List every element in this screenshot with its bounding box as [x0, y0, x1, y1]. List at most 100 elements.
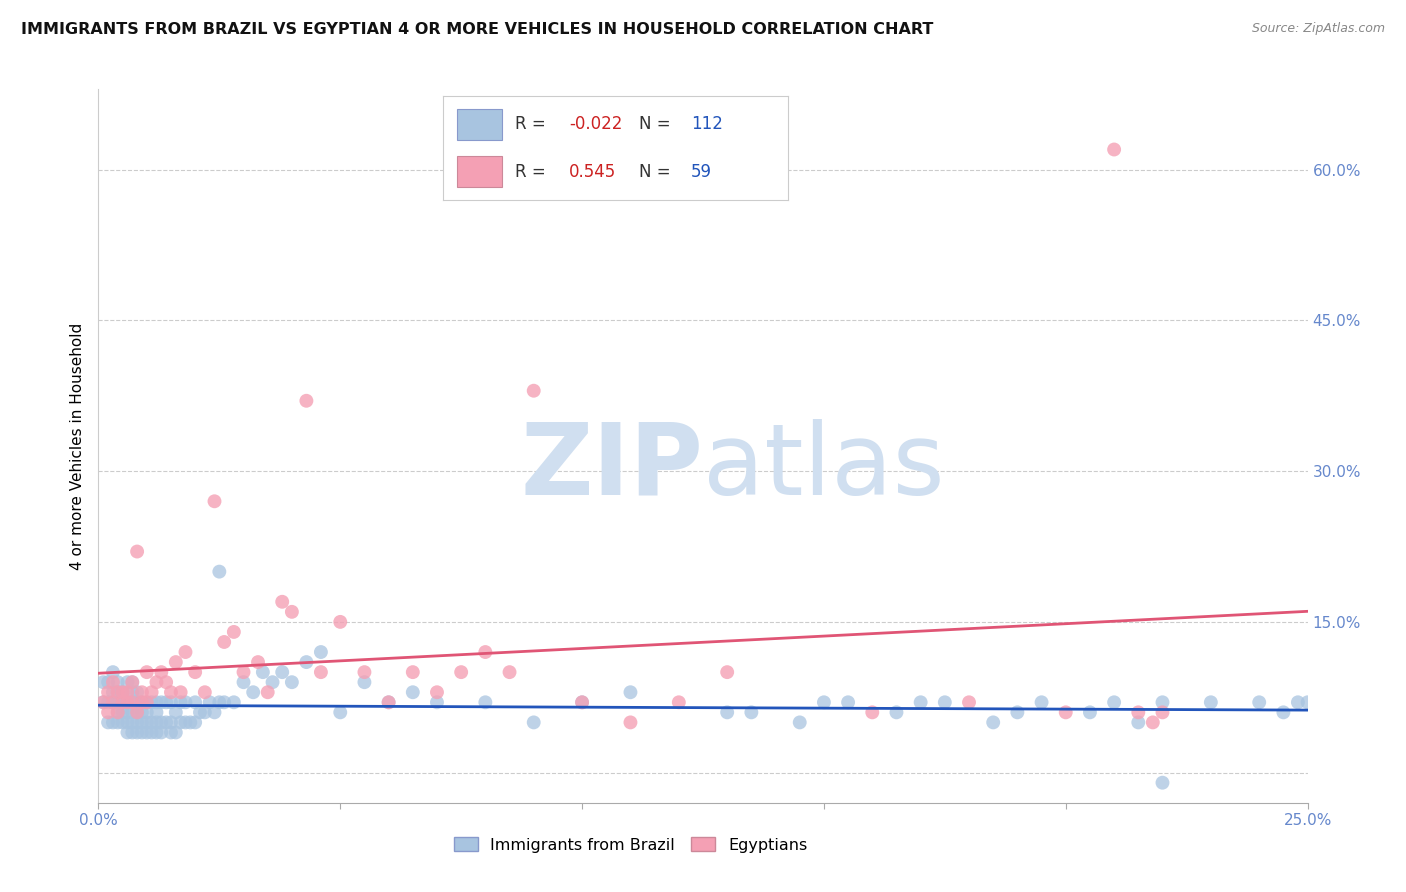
Point [1296, 695, 1319, 709]
Point [141, 685, 163, 699]
Point [121, 715, 143, 730]
Point [135, 706, 157, 720]
Point [474, 695, 496, 709]
Point [981, 715, 1004, 730]
Point [1102, 143, 1125, 157]
Point [131, 685, 153, 699]
Point [498, 665, 520, 680]
Point [1199, 695, 1222, 709]
Point [208, 695, 231, 709]
Point [837, 695, 859, 709]
Text: N =: N = [640, 163, 676, 181]
Point [1078, 706, 1101, 720]
Point [353, 665, 375, 680]
Bar [457, 156, 502, 187]
Point [97, 695, 120, 709]
Point [571, 695, 593, 709]
Point [1102, 695, 1125, 709]
Point [97, 706, 120, 720]
Point [716, 665, 738, 680]
Point [426, 695, 449, 709]
Point [107, 695, 129, 709]
Point [174, 695, 197, 709]
Point [523, 384, 546, 398]
Point [402, 685, 425, 699]
Point [131, 695, 153, 709]
Point [716, 706, 738, 720]
Point [135, 725, 157, 739]
Point [232, 675, 254, 690]
Point [141, 725, 163, 739]
Point [135, 665, 157, 680]
Point [145, 725, 167, 739]
Point [252, 665, 274, 680]
Point [145, 695, 167, 709]
Text: 0.545: 0.545 [569, 163, 616, 181]
Point [131, 725, 153, 739]
Point [1272, 706, 1295, 720]
Point [117, 685, 139, 699]
Point [121, 685, 143, 699]
Point [377, 695, 399, 709]
Point [101, 675, 124, 690]
Point [97, 675, 120, 690]
Point [886, 706, 908, 720]
Point [117, 695, 139, 709]
Point [117, 695, 139, 709]
Point [150, 665, 173, 680]
Point [934, 695, 956, 709]
Point [169, 695, 191, 709]
Point [165, 706, 187, 720]
Point [91, 695, 114, 709]
Point [160, 715, 183, 730]
Point [145, 715, 167, 730]
Point [789, 715, 811, 730]
Point [1249, 695, 1271, 709]
Point [111, 685, 134, 699]
Point [121, 706, 143, 720]
Point [127, 695, 149, 709]
Point [169, 685, 191, 699]
Point [111, 685, 134, 699]
Point [91, 675, 114, 690]
Point [619, 685, 641, 699]
Text: 112: 112 [692, 115, 723, 133]
Point [111, 715, 134, 730]
Bar [457, 109, 502, 140]
Text: -0.022: -0.022 [569, 115, 623, 133]
Text: R =: R = [516, 163, 557, 181]
Point [121, 675, 143, 690]
Point [117, 725, 139, 739]
Point [813, 695, 835, 709]
Point [194, 685, 217, 699]
Point [101, 695, 124, 709]
Point [353, 675, 375, 690]
Point [91, 695, 114, 709]
Point [145, 675, 167, 690]
Point [212, 635, 235, 649]
Point [131, 706, 153, 720]
Point [271, 665, 294, 680]
Point [107, 706, 129, 720]
Point [188, 706, 211, 720]
Point [184, 715, 207, 730]
Text: N =: N = [640, 115, 676, 133]
Point [111, 695, 134, 709]
Point [957, 695, 980, 709]
Point [179, 715, 201, 730]
Point [101, 665, 124, 680]
Point [329, 706, 352, 720]
Point [474, 645, 496, 659]
Point [1128, 715, 1150, 730]
Point [309, 665, 332, 680]
Point [131, 715, 153, 730]
Point [184, 695, 207, 709]
Point [426, 685, 449, 699]
Y-axis label: 4 or more Vehicles in Household: 4 or more Vehicles in Household [69, 322, 84, 570]
Point [155, 675, 177, 690]
Point [127, 725, 149, 739]
Point [160, 725, 183, 739]
Point [145, 706, 167, 720]
Point [150, 715, 173, 730]
Point [295, 655, 318, 669]
